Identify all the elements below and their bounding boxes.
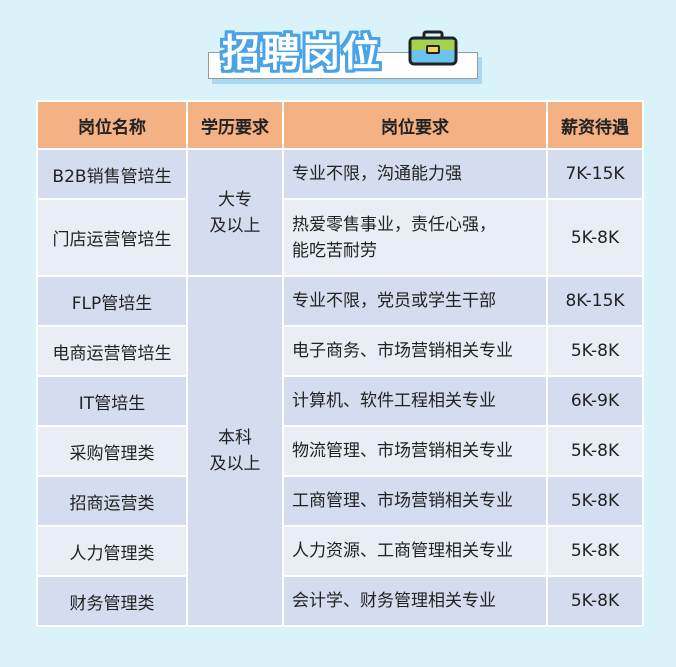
- job-salary: 7K-15K: [546, 148, 644, 200]
- education-cell: 大专 及以上: [186, 148, 284, 277]
- job-requirement: 热爱零售事业，责任心强， 能吃苦耐劳: [282, 198, 548, 277]
- job-name: IT管培生: [36, 375, 188, 427]
- table-row: 采购管理类 物流管理、市场营销相关专业 5K-8K: [36, 425, 644, 477]
- table-row: FLP管培生 本科 及以上 专业不限，党员或学生干部 8K-15K: [36, 275, 644, 627]
- table-row: 人力管理类 人力资源、工商管理相关专业 5K-8K: [36, 525, 644, 577]
- job-requirement: 人力资源、工商管理相关专业: [282, 525, 548, 577]
- table-row: B2B销售管培生 大专 及以上 专业不限，沟通能力强 7K-15K: [36, 148, 644, 277]
- header-name: 岗位名称: [36, 100, 188, 150]
- table-row: 招商运营类 工商管理、市场营销相关专业 5K-8K: [36, 475, 644, 527]
- job-name: B2B销售管培生: [36, 148, 188, 200]
- job-requirement: 物流管理、市场营销相关专业: [282, 425, 548, 477]
- job-salary: 5K-8K: [546, 198, 644, 277]
- header-requirement: 岗位要求: [282, 100, 548, 150]
- job-name: 人力管理类: [36, 525, 188, 577]
- job-salary: 5K-8K: [546, 475, 644, 527]
- job-salary: 5K-8K: [546, 325, 644, 377]
- job-name: 电商运营管培生: [36, 325, 188, 377]
- job-name: 门店运营管培生: [36, 198, 188, 277]
- table-header: 岗位名称 学历要求 岗位要求 薪资待遇: [36, 100, 644, 150]
- job-salary: 5K-8K: [546, 525, 644, 577]
- job-salary: 6K-9K: [546, 375, 644, 427]
- table-row: 门店运营管培生 热爱零售事业，责任心强， 能吃苦耐劳 5K-8K: [36, 198, 644, 277]
- header-salary: 薪资待遇: [546, 100, 644, 150]
- education-cell: 本科 及以上: [186, 275, 284, 627]
- job-requirement: 专业不限，党员或学生干部: [282, 275, 548, 327]
- table-row: 财务管理类 会计学、财务管理相关专业 5K-8K: [36, 575, 644, 627]
- job-name: 招商运营类: [36, 475, 188, 527]
- briefcase-icon: [408, 30, 458, 66]
- job-salary: 8K-15K: [546, 275, 644, 327]
- jobs-table: 岗位名称 学历要求 岗位要求 薪资待遇 B2B销售管培生 大专 及以上 专业不限，…: [36, 100, 644, 627]
- page-title: 招聘岗位: [222, 31, 383, 75]
- job-requirement: 电子商务、市场营销相关专业: [282, 325, 548, 377]
- job-requirement: 专业不限，沟通能力强: [282, 148, 548, 200]
- job-name: 采购管理类: [36, 425, 188, 477]
- header-education: 学历要求: [186, 100, 284, 150]
- job-salary: 5K-8K: [546, 425, 644, 477]
- table-row: IT管培生 计算机、软件工程相关专业 6K-9K: [36, 375, 644, 427]
- job-requirement: 计算机、软件工程相关专业: [282, 375, 548, 427]
- job-salary: 5K-8K: [546, 575, 644, 627]
- job-requirement: 工商管理、市场营销相关专业: [282, 475, 548, 527]
- job-name: FLP管培生: [36, 275, 188, 327]
- job-requirement: 会计学、财务管理相关专业: [282, 575, 548, 627]
- table-row: 电商运营管培生 电子商务、市场营销相关专业 5K-8K: [36, 325, 644, 377]
- job-name: 财务管理类: [36, 575, 188, 627]
